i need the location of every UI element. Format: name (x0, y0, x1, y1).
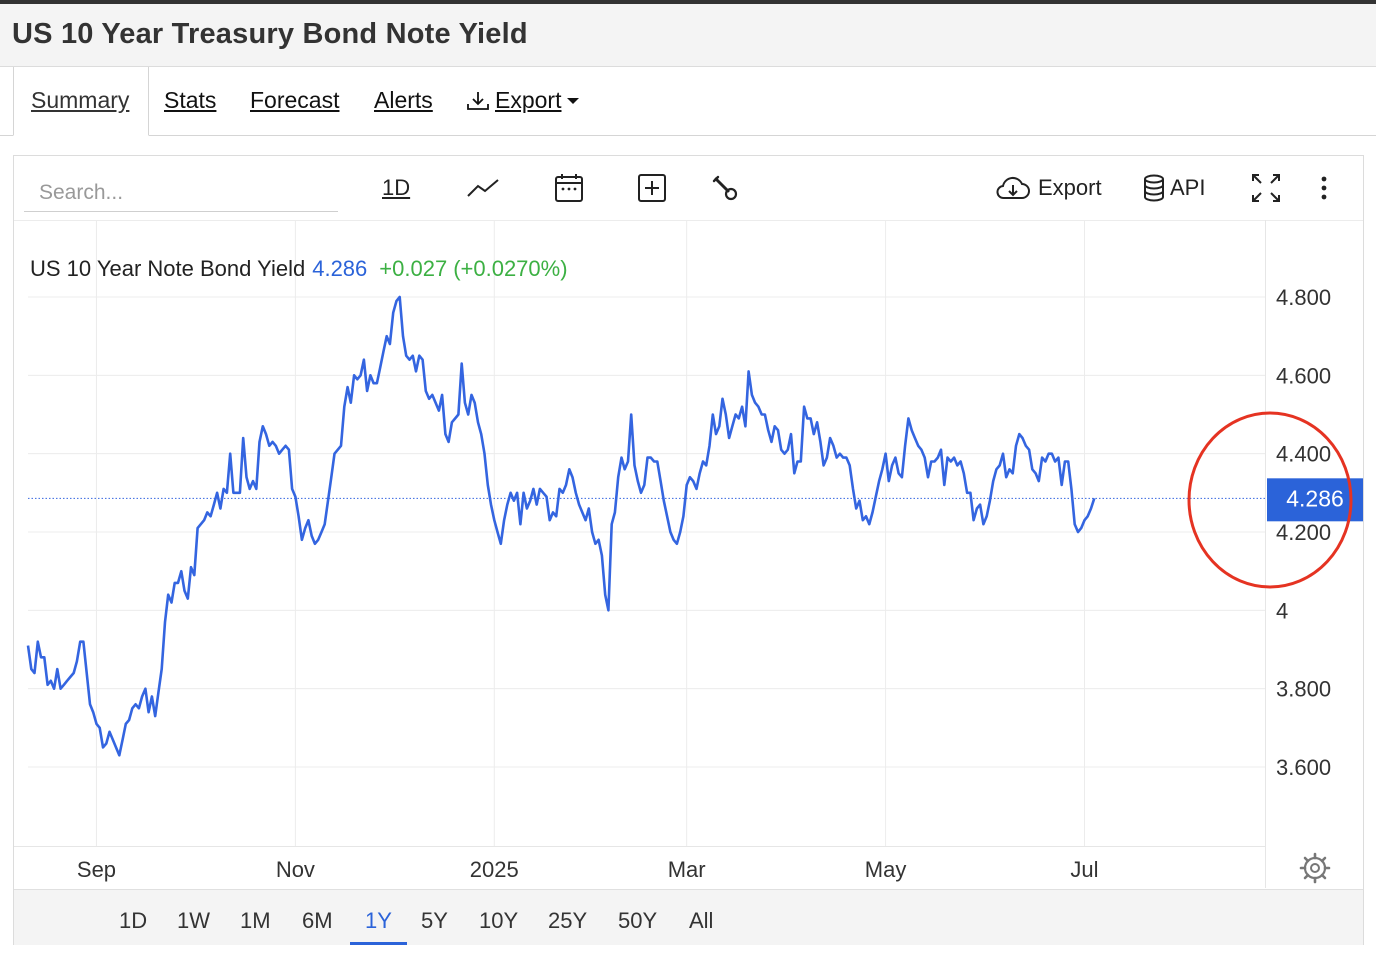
range-bar: 1D 1W 1M 6M 1Y 5Y 10Y 25Y 50Y All (14, 889, 1363, 945)
range-1w[interactable]: 1W (177, 908, 210, 933)
plus-box-icon (638, 174, 666, 202)
x-axis: Sep Nov 2025 Mar May Jul (77, 857, 1099, 882)
chart-toolbar: 1D (14, 156, 1363, 221)
legend-title: US 10 Year Note Bond Yield (30, 256, 305, 281)
tab-stats[interactable]: Stats (164, 87, 217, 113)
x-axis-divider (14, 846, 1265, 847)
fullscreen-icon (1252, 174, 1280, 202)
api-button[interactable]: API (1142, 170, 1205, 206)
range-1y[interactable]: 1Y (365, 908, 392, 933)
y-tick-label-0: 4.800 (1276, 285, 1331, 310)
range-active-indicator (350, 942, 407, 945)
legend-last-value: 4.286 (312, 256, 367, 281)
page-title: US 10 Year Treasury Bond Note Yield (12, 18, 528, 50)
range-all[interactable]: All (689, 908, 714, 933)
range-1d[interactable]: 1D (119, 908, 148, 933)
x-tick-label-0: Sep (77, 857, 116, 882)
more-vertical-icon (1321, 176, 1327, 200)
x-tick-label-1: Nov (276, 857, 315, 882)
y-tick-label-1: 4.600 (1276, 363, 1331, 388)
interval-button[interactable]: 1D (382, 170, 410, 206)
current-value-badge (1267, 478, 1363, 522)
current-value-label: 4.286 (1286, 485, 1344, 511)
cloud-download-icon (996, 176, 1030, 199)
fullscreen-button[interactable] (1250, 170, 1282, 206)
database-icon (1144, 174, 1164, 202)
x-tick-label-4: May (865, 857, 907, 882)
range-5y[interactable]: 5Y (421, 908, 448, 933)
add-indicator-button[interactable] (637, 170, 667, 206)
series-line-us10y (26, 295, 1096, 757)
export-button[interactable]: Export (994, 170, 1102, 206)
more-menu-button[interactable] (1316, 170, 1332, 206)
top-border (0, 0, 1376, 4)
tab-summary[interactable]: Summary (13, 67, 149, 136)
tab-export-label: Export (495, 87, 562, 113)
tab-alerts[interactable]: Alerts (374, 87, 433, 113)
chart-legend: US 10 Year Note Bond Yield 4.286 +0.027 (+0… (30, 256, 568, 281)
chart-grid (28, 220, 1265, 846)
y-tick-label-2: 4.400 (1276, 442, 1331, 467)
range-25y[interactable]: 25Y (548, 908, 588, 933)
interval-label: 1D (382, 175, 411, 200)
line-chart-icon (467, 179, 499, 197)
y-tick-label-4: 4 (1276, 598, 1288, 623)
x-tick-label-2: 2025 (470, 857, 519, 882)
api-label: API (1170, 175, 1206, 200)
page-header: US 10 Year Treasury Bond Note Yield (0, 4, 1376, 67)
chart-type-button[interactable] (466, 170, 500, 206)
range-50y[interactable]: 50Y (618, 908, 658, 933)
range-10y[interactable]: 10Y (479, 908, 519, 933)
tab-bar: Summary Stats Forecast Alerts Export (0, 67, 1376, 136)
search-input[interactable] (24, 174, 338, 212)
y-axis-divider (1265, 220, 1266, 888)
y-tick-label-6: 3.600 (1276, 755, 1331, 780)
calendar-icon (555, 174, 583, 202)
x-tick-label-5: Jul (1070, 857, 1098, 882)
date-range-button[interactable] (554, 170, 584, 206)
legend-change: +0.027 (379, 256, 447, 281)
download-icon (467, 91, 489, 110)
y-tick-label-3: 4.200 (1276, 520, 1331, 545)
caret-down-icon (567, 97, 580, 104)
tab-forecast[interactable]: Forecast (250, 87, 340, 113)
range-1m[interactable]: 1M (240, 908, 271, 933)
y-axis: 4.800 4.600 4.400 4.200 4 3.800 3.600 (1276, 285, 1331, 780)
settings-tool-button[interactable] (710, 170, 740, 206)
y-tick-label-5: 3.800 (1276, 677, 1331, 702)
x-tick-label-3: Mar (668, 857, 706, 882)
export-label: Export (1038, 175, 1102, 200)
annotation-circle (1187, 411, 1353, 589)
legend-change-pct: (+0.0270%) (453, 256, 567, 281)
wrench-icon (712, 175, 738, 201)
chart-settings-button[interactable] (1299, 852, 1331, 884)
chart-panel: 1D (13, 155, 1364, 945)
range-6m[interactable]: 6M (302, 908, 333, 933)
tab-export[interactable]: Export (465, 87, 581, 114)
tab-summary-label[interactable]: Summary (31, 87, 130, 113)
